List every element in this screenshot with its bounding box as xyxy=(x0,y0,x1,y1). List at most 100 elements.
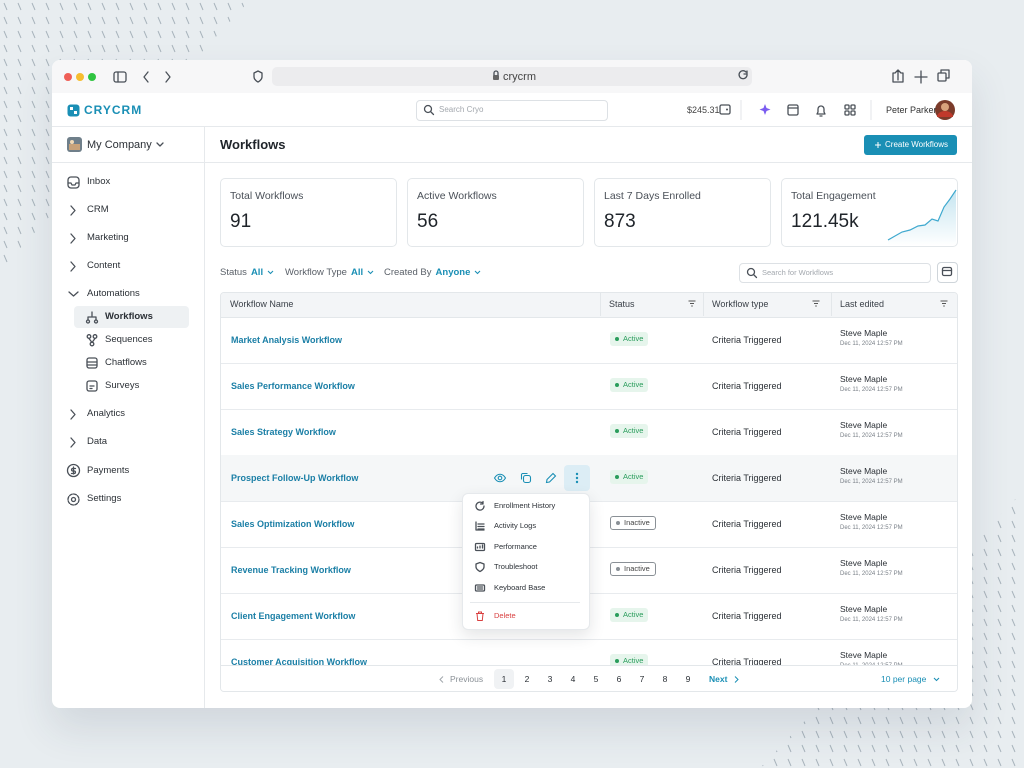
editor-name: Steve Maple xyxy=(840,512,888,522)
nav-item[interactable]: Settings xyxy=(87,493,122,504)
subnav-item[interactable]: Chatflows xyxy=(105,357,147,368)
filter-value[interactable]: All xyxy=(250,267,264,278)
column-header[interactable]: Last edited xyxy=(840,299,885,309)
column-header[interactable]: Workflow type xyxy=(712,299,769,309)
status-dot xyxy=(615,429,619,433)
nav-item[interactable]: Content xyxy=(87,260,121,271)
column-header[interactable]: Workflow Name xyxy=(230,299,294,309)
menu-delete[interactable]: Delete xyxy=(494,611,516,620)
table-row[interactable]: Client Engagement Workflow Active Criteria… xyxy=(221,593,957,640)
url[interactable]: crycrm xyxy=(503,71,536,83)
table-row[interactable]: Customer Acquisition Workflow Active Crite… xyxy=(221,639,957,665)
nav-icon xyxy=(70,408,76,420)
user-name[interactable]: Peter Parker xyxy=(886,105,937,115)
workflow-name[interactable]: Sales Optimization Workflow xyxy=(231,519,355,529)
menu-item[interactable]: Activity Logs xyxy=(494,521,537,531)
nav-item[interactable]: Marketing xyxy=(87,232,129,243)
menu-icon xyxy=(475,521,485,531)
nav-item[interactable]: Analytics xyxy=(87,408,126,419)
nav-icon xyxy=(67,492,80,506)
status-badge: Active xyxy=(610,654,649,665)
stat-card xyxy=(220,178,397,247)
context-menu xyxy=(462,493,590,630)
filter-label[interactable]: Created By xyxy=(384,267,432,278)
page-title: Workflows xyxy=(220,137,286,152)
editor-name: Steve Maple xyxy=(840,466,888,476)
company-avatar xyxy=(67,137,82,152)
subnav-item[interactable]: Surveys xyxy=(105,380,140,391)
stat-value: 91 xyxy=(230,211,252,232)
table-settings-button[interactable] xyxy=(937,262,958,283)
status-text: Active xyxy=(623,426,644,435)
edited-date: Dec 11, 2024 12:57 PM xyxy=(840,479,903,485)
status-text: Active xyxy=(623,380,644,389)
page-number[interactable]: 6 xyxy=(616,674,622,684)
page-number[interactable]: 5 xyxy=(593,674,599,684)
menu-item[interactable]: Troubleshoot xyxy=(494,562,538,572)
page-number[interactable]: 8 xyxy=(662,674,668,684)
column-divider xyxy=(703,292,704,316)
page-number[interactable]: 4 xyxy=(570,674,576,684)
company-name[interactable]: My Company xyxy=(87,139,152,151)
logo[interactable]: CRYCRM xyxy=(84,103,143,117)
workflow-type: Criteria Triggered xyxy=(712,427,782,437)
workflow-type: Criteria Triggered xyxy=(712,657,782,665)
filter-value[interactable]: All xyxy=(350,267,364,278)
nav-item[interactable]: Inbox xyxy=(87,176,111,187)
menu-item[interactable]: Enrollment History xyxy=(494,500,556,510)
create-button[interactable] xyxy=(864,135,957,155)
table-row[interactable]: Market Analysis Workflow Active Criteria T… xyxy=(221,317,957,364)
nav-item[interactable]: Automations xyxy=(87,288,140,299)
pagination-previous[interactable]: Previous xyxy=(450,674,484,684)
workflow-name[interactable]: Customer Acquisition Workflow xyxy=(231,657,368,665)
nav-item[interactable]: Payments xyxy=(87,464,130,476)
filter-label[interactable]: Workflow Type xyxy=(285,267,347,278)
app-header xyxy=(52,93,972,127)
search-box[interactable] xyxy=(416,100,608,121)
header-divider xyxy=(52,162,972,163)
page-number[interactable]: 1 xyxy=(501,674,507,684)
workflow-name[interactable]: Market Analysis Workflow xyxy=(231,335,343,345)
editor-name: Steve Maple xyxy=(840,420,888,430)
filter-label[interactable]: Status xyxy=(220,267,247,278)
nav-icon xyxy=(70,436,76,448)
filter-value[interactable]: Anyone xyxy=(435,267,471,278)
workflow-name[interactable]: Revenue Tracking Workflow xyxy=(231,565,351,575)
filter-search[interactable] xyxy=(739,263,931,283)
create-button-label[interactable]: Create Workflows xyxy=(885,140,948,149)
plus-icon xyxy=(875,142,881,148)
subnav-icon xyxy=(86,334,98,347)
status-badge: Active xyxy=(610,608,649,622)
table-row[interactable]: Sales Performance Workflow Active Criteria… xyxy=(221,363,957,410)
workflow-name[interactable]: Client Engagement Workflow xyxy=(231,611,356,621)
subnav-item[interactable]: Sequences xyxy=(105,334,153,345)
status-dot xyxy=(616,567,620,571)
menu-item[interactable]: Keyboard Base xyxy=(494,582,546,592)
workflow-name[interactable]: Sales Performance Workflow xyxy=(231,381,355,391)
menu-icon xyxy=(475,562,485,573)
next-chevron xyxy=(734,676,739,683)
menu-icon xyxy=(474,542,486,551)
menu-item[interactable]: Performance xyxy=(494,541,537,551)
stat-card xyxy=(407,178,584,247)
page-number[interactable]: 3 xyxy=(547,674,553,684)
column-header[interactable]: Status xyxy=(609,299,635,309)
per-page[interactable]: 10 per page xyxy=(881,674,927,684)
workflow-type: Criteria Triggered xyxy=(712,381,782,391)
table-row[interactable]: Sales Strategy Workflow Active Criteria Tr… xyxy=(221,409,957,456)
table-row[interactable]: Revenue Tracking Workflow Inactive Criteri… xyxy=(221,547,957,594)
pagination-next[interactable]: Next xyxy=(709,674,728,684)
workflow-name[interactable]: Prospect Follow-Up Workflow xyxy=(231,473,359,483)
column-filter xyxy=(940,300,948,307)
subnav-item[interactable]: Workflows xyxy=(105,311,153,322)
page-number[interactable]: 9 xyxy=(685,674,691,684)
workflow-name[interactable]: Sales Strategy Workflow xyxy=(231,427,336,437)
page-number[interactable]: 2 xyxy=(524,674,530,684)
table: Market Analysis Workflow Active Criteria T… xyxy=(220,292,958,692)
nav-item[interactable]: Data xyxy=(87,436,108,447)
page-number[interactable]: 7 xyxy=(639,674,645,684)
subnav-icon xyxy=(86,380,98,392)
nav-item[interactable]: CRM xyxy=(87,204,109,215)
status-badge: Inactive xyxy=(610,516,656,530)
column-divider xyxy=(600,292,601,316)
